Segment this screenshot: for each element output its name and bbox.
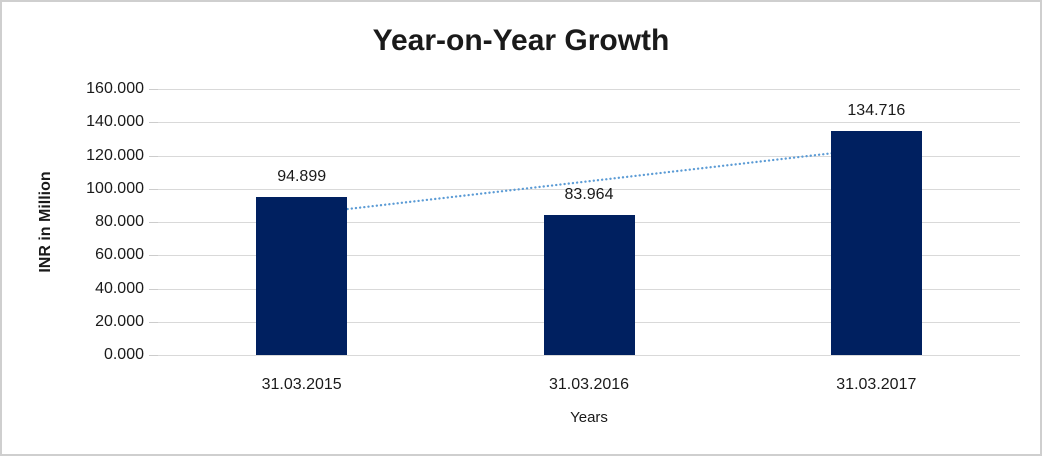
y-tick-mark [149, 255, 158, 257]
y-tick-label: 60.000 [95, 246, 144, 264]
y-tick-mark [149, 222, 158, 223]
y-tick-label: 80.000 [95, 213, 144, 230]
y-tick-mark [149, 355, 158, 356]
gridline [158, 89, 1020, 90]
y-tick-mark [149, 188, 158, 190]
y-tick-label: 40.000 [95, 279, 144, 297]
x-axis-title: Years [570, 409, 608, 426]
y-tick-mark [149, 321, 158, 323]
y-tick-label: 120.000 [86, 146, 144, 164]
x-tick-label: 31.03.2016 [548, 376, 630, 393]
y-tick-label: 160.000 [86, 80, 144, 97]
y-tick-label: 20.000 [95, 312, 144, 330]
bar-value-label: 134.716 [847, 102, 906, 120]
bar-31.03.2015 [256, 197, 348, 355]
bar-31.03.2016 [543, 215, 635, 355]
chart-title: Year-on-Year Growth [372, 24, 670, 57]
x-tick-label: 31.03.2015 [261, 376, 342, 393]
y-tick-label: 0.000 [103, 346, 144, 363]
gridline [158, 122, 1020, 124]
y-tick-label: 140.000 [86, 113, 144, 131]
y-tick-mark [149, 155, 158, 157]
gridline [158, 355, 1020, 356]
y-tick-mark [149, 122, 158, 124]
y-tick-mark [149, 89, 158, 90]
y-tick-mark [149, 288, 158, 290]
bar-value-label: 83.964 [564, 186, 614, 204]
bar-value-label: 94.899 [277, 168, 327, 186]
y-tick-label: 100.000 [86, 179, 144, 197]
bar-31.03.2017 [830, 131, 922, 355]
x-tick-label: 31.03.2017 [836, 376, 917, 393]
